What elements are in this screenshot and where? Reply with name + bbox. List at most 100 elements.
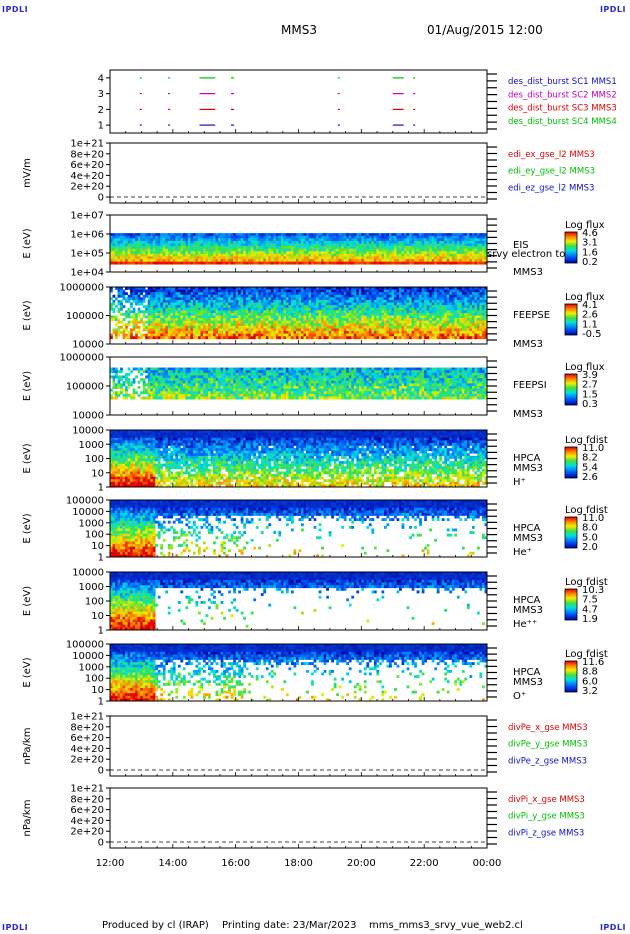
y-tick-label: 1e+21: [70, 712, 104, 723]
panel-right-label: He⁺: [513, 547, 532, 558]
panel-feeps_e: 1000000 100000 10000 E (eV) FEEPSE MMS3 Log fl…: [22, 283, 605, 351]
panel-divpi: 1e+218e+206e+204e+202e+200nPa/km divPi_x_…: [22, 784, 585, 849]
y-tick-label: 4e+20: [70, 744, 104, 755]
y-tick-label: 100: [85, 597, 104, 608]
colorbar: [565, 232, 577, 263]
y-tick-label: 1: [98, 121, 104, 132]
panel-right-label: MMS3: [513, 463, 543, 474]
y-tick-label: 1e+07: [70, 211, 104, 222]
y-tick-label: 100000: [66, 311, 104, 322]
y-tick-label: 8e+20: [70, 794, 104, 805]
y-tick-label: 1: [98, 553, 104, 564]
y-tick-label: 0: [98, 838, 104, 849]
x-tick-label: 22:00: [410, 858, 439, 869]
panel-frame: [110, 143, 487, 203]
colorbar: [565, 304, 577, 335]
legend-entry: divPi_z_gse MMS3: [508, 828, 584, 838]
legend-entry: des_dist_burst SC2 MMS2: [508, 90, 617, 100]
y-tick-label: 100: [85, 454, 104, 465]
panel-right-label: MMS3: [513, 409, 543, 420]
y-tick-label: 1e+05: [70, 249, 104, 260]
corner-label-bottom-right: IPDLI: [600, 923, 626, 932]
legend-entry: edi_ex_gse_l2 MMS3: [508, 150, 595, 160]
x-tick-label: 20:00: [347, 858, 376, 869]
x-tick-label: 16:00: [221, 858, 250, 869]
legend-entry: des_dist_burst SC3 MMS3: [508, 104, 617, 114]
colorbar-tick-label: 2.0: [582, 542, 598, 553]
y-tick-label: 8e+20: [70, 149, 104, 160]
x-axis: 12:00 14:00 16:00 18:00 20:00 22:00 00:00: [96, 858, 502, 869]
y-tick-label: 1: [98, 483, 104, 494]
legend-entry: des_dist_burst SC1 MMS1: [508, 77, 617, 87]
y-tick-label: 1000: [79, 582, 104, 593]
y-tick-label: 0: [98, 193, 104, 204]
y-tick-label: 10000: [72, 651, 104, 662]
panel-frame: [110, 788, 487, 848]
corner-label-bottom-left: IPDLI: [2, 923, 28, 932]
y-tick-label: 10: [91, 611, 104, 622]
legend-entry: edi_ey_gse_l2 MMS3: [508, 167, 595, 177]
colorbar: [565, 374, 577, 405]
legend-entry: divPi_x_gse MMS3: [508, 795, 585, 805]
y-tick-label: 10000: [72, 340, 104, 351]
y-tick-label: 4e+20: [70, 816, 104, 827]
y-tick-label: 10000: [72, 568, 104, 579]
panel-right-label: MMS3: [513, 267, 543, 278]
y-tick-label: 10: [91, 685, 104, 696]
panel-frame: [110, 70, 487, 133]
y-tick-label: 100: [85, 674, 104, 685]
legend-entry: divPe_y_gse MMS3: [508, 740, 588, 750]
y-tick-label: 10000: [72, 507, 104, 518]
y-tick-label: 100000: [66, 496, 104, 507]
y-tick-label: 1: [98, 697, 104, 708]
y-tick-label: 100000: [66, 640, 104, 651]
colorbar-tick-label: 2.6: [582, 472, 598, 483]
y-tick-label: 1000: [79, 440, 104, 451]
legend-entry: divPe_z_gse MMS3: [508, 756, 587, 766]
panel-hpca_hep: 100000100001000100101E (eV) HPCAMMS3He⁺Lo…: [22, 496, 608, 564]
panel-right-label: MMS3: [513, 533, 543, 544]
x-tick-label: 14:00: [158, 858, 187, 869]
y-axis-label: E (eV): [22, 443, 33, 473]
y-axis-label: E (eV): [22, 513, 33, 543]
y-tick-label: 1000: [79, 662, 104, 673]
y-axis-label: E (eV): [22, 300, 33, 330]
y-tick-label: 10: [91, 541, 104, 552]
x-tick-label: 12:00: [96, 858, 125, 869]
y-axis-label: E (eV): [22, 657, 33, 687]
panel-divpe: 1e+218e+206e+204e+202e+200nPa/km divPe_x_…: [22, 712, 588, 777]
y-tick-label: 6e+20: [70, 733, 104, 744]
y-tick-label: 2: [98, 105, 104, 116]
y-tick-label: 10000: [72, 426, 104, 437]
y-tick-label: 1e+21: [70, 139, 104, 150]
y-tick-label: 6e+20: [70, 805, 104, 816]
colorbar-tick-label: 0.2: [582, 257, 598, 268]
panel-right-label: O⁺: [513, 691, 526, 702]
y-tick-label: 1000000: [59, 283, 104, 294]
legend-entry: edi_ez_gse_l2 MMS3: [508, 183, 594, 193]
y-tick-label: 1e+21: [70, 784, 104, 795]
colorbar: [565, 589, 577, 620]
y-tick-label: 0: [98, 766, 104, 777]
panel-feeps_i: 100000010000010000E (eV) FEEPSIMMS3Log fl…: [22, 353, 605, 422]
footer-produced: Produced by cl (IRAP): [102, 920, 209, 931]
y-axis-label: E (eV): [22, 228, 33, 258]
y-tick-label: 1000: [79, 518, 104, 529]
y-tick-label: 100: [85, 530, 104, 541]
y-tick-label: 1: [98, 626, 104, 637]
y-axis-label: mV/m: [22, 158, 33, 188]
y-tick-label: 4e+20: [70, 171, 104, 182]
colorbar-tick-label: -0.5: [582, 329, 602, 340]
y-tick-label: 2e+20: [70, 827, 104, 838]
x-tick-label: 00:00: [473, 858, 502, 869]
y-tick-label: 10: [91, 468, 104, 479]
y-tick-label: 8e+20: [70, 722, 104, 733]
y-tick-label: 1000000: [59, 353, 104, 364]
y-tick-label: 2e+20: [70, 755, 104, 766]
panel-frame: [110, 716, 487, 776]
legend-entry: des_dist_burst SC4 MMS4: [508, 117, 617, 127]
